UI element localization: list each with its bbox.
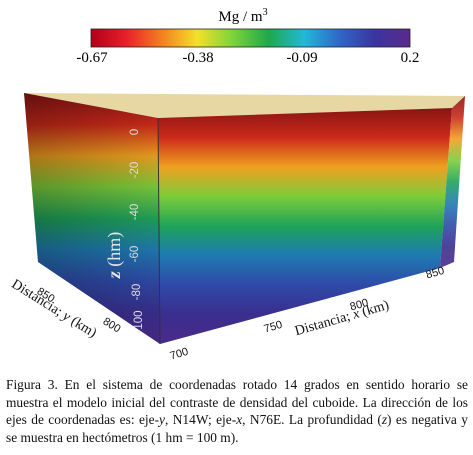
z-axis-line <box>157 117 161 345</box>
cuboid-right-edge-face <box>440 96 465 268</box>
cuboid-left-face-shading <box>24 93 160 344</box>
z-tick-label: -80 <box>131 284 143 301</box>
density-cuboid-figure: Mg / m3 -0.67 -0.38 -0.09 0.2 0 -20 -40 … <box>9 7 465 363</box>
colorbar-tick-label: 0.2 <box>401 50 420 66</box>
z-tick-label: -20 <box>129 162 141 179</box>
cuboid-front-face <box>158 108 452 344</box>
z-tick-label: -60 <box>129 246 141 263</box>
z-tick-label: 0 <box>129 129 141 135</box>
x-tick-label: 750 <box>263 319 284 336</box>
caption-italic-term: z <box>381 412 388 427</box>
caption-italic-term: y <box>159 412 165 427</box>
x-tick-label: 800 <box>349 297 370 314</box>
colorbar-tick-label: -0.38 <box>182 50 213 66</box>
figure-caption: Figura 3. En el sistema de coordenadas r… <box>6 377 468 445</box>
colorbar-title: Mg / m3 <box>218 7 267 25</box>
colorbar-tick-label: -0.09 <box>286 50 317 66</box>
x-tick-label: 850 <box>425 265 446 282</box>
cuboid-top-face <box>24 93 465 118</box>
y-tick-label: 800 <box>101 316 123 336</box>
z-tick-label: -40 <box>129 204 141 221</box>
z-axis-label: z (hm) <box>104 232 125 280</box>
colorbar-tick-label: -0.67 <box>76 50 108 66</box>
caption-italic-term: x <box>236 412 243 427</box>
x-tick-label: 700 <box>169 346 190 363</box>
colorbar <box>90 28 411 48</box>
x-axis-label: Distancia; x (km) <box>293 298 391 339</box>
z-tick-label: -100 <box>133 310 145 333</box>
